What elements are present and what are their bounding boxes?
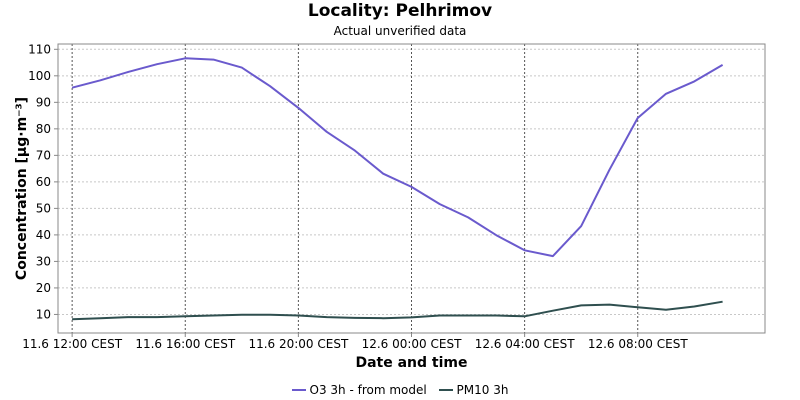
y-tick-label: 50 [36,201,51,215]
y-tick-label: 60 [36,175,51,189]
y-axis: 10 20 30 40 50 60 70 80 90 100 110 [28,42,58,321]
x-tick-label: 11.6 20:00 CEST [248,337,349,351]
y-tick-label: 80 [36,122,51,136]
x-tick-label: 11.6 12:00 CEST [22,337,123,351]
x-tick-label: 11.6 16:00 CEST [135,337,236,351]
y-tick-label: 70 [36,148,51,162]
x-axis: 11.6 12:00 CEST 11.6 16:00 CEST 11.6 20:00… [22,333,688,351]
legend-swatch-pm10 [438,389,453,391]
legend-label-o3: O3 3h - from model [309,383,427,397]
series-line-pm10 [72,300,723,321]
legend-label-pm10: PM10 3h [456,383,509,397]
y-tick-label: 110 [28,42,51,56]
y-tick-label: 30 [36,254,51,268]
y-tick-label: 40 [36,228,51,242]
y-axis-label: Concentration [µg·m⁻³] [14,97,30,280]
x-axis-label: Date and time [355,355,467,371]
y-tick-label: 100 [28,69,51,83]
y-tick-label: 90 [36,95,51,109]
legend-swatch-o3 [291,389,306,391]
x-tick-label: 12.6 04:00 CEST [475,337,576,351]
y-tick-label: 20 [36,281,51,295]
legend: O3 3h - from model PM10 3h [0,380,800,397]
series-line-o3 [71,57,724,258]
chart-title: Locality: Pelhrimov [307,1,493,21]
x-tick-label: 12.6 00:00 CEST [362,337,463,351]
x-tick-label: 12.6 08:00 CEST [588,337,689,351]
legend-item-o3[interactable]: O3 3h - from model [291,383,427,397]
y-tick-label: 10 [36,307,51,321]
legend-item-pm10[interactable]: PM10 3h [438,383,509,397]
series-group [71,57,724,321]
chart-subtitle: Actual unverified data [333,24,467,38]
grid [58,44,765,333]
